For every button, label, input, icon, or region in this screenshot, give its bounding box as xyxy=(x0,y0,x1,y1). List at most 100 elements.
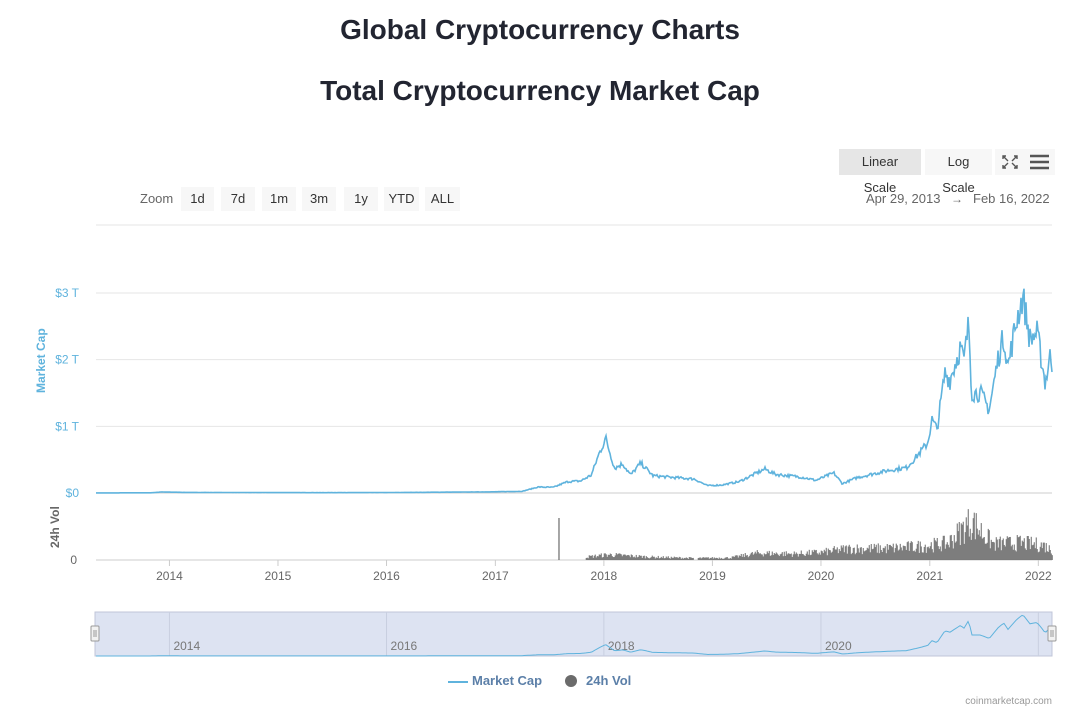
zoom-7d-button[interactable]: 7d xyxy=(221,187,255,211)
volume-bar xyxy=(1005,539,1007,560)
volume-bar xyxy=(736,555,738,560)
volume-bar xyxy=(926,547,928,560)
volume-bar xyxy=(617,553,619,560)
volume-bar xyxy=(715,557,717,560)
log-scale-button[interactable]: Log Scale xyxy=(925,149,992,195)
volume-bar xyxy=(621,556,623,560)
volume-bar xyxy=(656,557,658,560)
volume-bar xyxy=(632,557,634,560)
volume-bar xyxy=(1036,549,1038,560)
volume-bar xyxy=(920,546,922,560)
zoom-1y-button[interactable]: 1y xyxy=(344,187,378,211)
volume-bar xyxy=(1006,536,1008,560)
volume-bar xyxy=(791,556,793,560)
volume-bar xyxy=(661,557,663,560)
volume-bar xyxy=(677,558,679,560)
volume-bar xyxy=(872,548,874,560)
volume-bar xyxy=(979,536,981,560)
navigator-tick-label: 2016 xyxy=(391,639,418,653)
zoom-1m-button[interactable]: 1m xyxy=(262,187,296,211)
volume-bar xyxy=(586,557,588,560)
volume-bar xyxy=(731,556,733,560)
navigator-tick-label: 2020 xyxy=(825,639,852,653)
volume-bar xyxy=(816,553,818,560)
volume-bar xyxy=(720,557,722,560)
volume-bar xyxy=(824,551,826,560)
date-to-input[interactable]: Feb 16, 2022 xyxy=(973,191,1050,206)
volume-bar xyxy=(885,553,887,560)
volume-bar xyxy=(712,558,714,560)
zoom-3m-button[interactable]: 3m xyxy=(302,187,336,211)
volume-bar xyxy=(609,553,611,560)
volume-bar xyxy=(929,546,931,560)
volume-bar xyxy=(987,528,989,560)
volume-bar xyxy=(827,548,829,560)
zoom-all-button[interactable]: ALL xyxy=(425,187,460,211)
volume-bar xyxy=(811,550,813,560)
navigator-handle[interactable] xyxy=(1047,625,1057,642)
zoom-ytd-button[interactable]: YTD xyxy=(384,187,419,211)
volume-bar xyxy=(762,556,764,560)
volume-bar xyxy=(740,553,742,560)
volume-bar xyxy=(823,549,825,560)
volume-bar xyxy=(642,556,644,560)
navigator-handle[interactable] xyxy=(90,625,100,642)
volume-bar xyxy=(957,531,959,560)
volume-bar xyxy=(1032,544,1034,560)
volume-bar xyxy=(894,548,896,560)
volume-bar xyxy=(659,557,661,560)
volume-bar xyxy=(879,545,881,560)
volume-bar xyxy=(832,547,834,560)
volume-bar xyxy=(685,557,687,560)
volume-bar xyxy=(735,555,737,560)
volume-bar xyxy=(612,557,614,560)
volume-bar xyxy=(940,551,942,560)
volume-bar xyxy=(1010,546,1012,560)
menu-button[interactable] xyxy=(1025,149,1055,175)
volume-bar xyxy=(829,550,831,560)
volume-bar xyxy=(993,542,995,560)
date-from-input[interactable]: Apr 29, 2013 xyxy=(866,191,941,206)
volume-bar xyxy=(1027,536,1029,560)
volume-bar xyxy=(758,553,760,560)
credits-link[interactable]: coinmarketcap.com xyxy=(965,696,1052,707)
volume-bar xyxy=(757,552,759,560)
zoom-1d-button[interactable]: 1d xyxy=(181,187,214,211)
volume-bar xyxy=(1044,552,1046,560)
legend-24h-vol[interactable]: 24h Vol xyxy=(586,673,632,688)
volume-bar xyxy=(598,554,600,560)
volume-bar xyxy=(1033,542,1035,560)
volume-bar xyxy=(1031,545,1033,560)
volume-bar xyxy=(655,557,657,560)
volume-bar xyxy=(1002,538,1004,560)
volume-bar xyxy=(1001,540,1003,560)
volume-bar xyxy=(616,554,618,560)
linear-scale-button[interactable]: Linear Scale xyxy=(839,149,921,195)
volume-bar xyxy=(812,552,814,560)
volume-bar xyxy=(792,554,794,560)
volume-bar xyxy=(797,556,799,560)
volume-bar xyxy=(865,550,867,560)
volume-bar xyxy=(739,556,741,560)
volume-bar xyxy=(668,558,670,560)
legend-market-cap[interactable]: Market Cap xyxy=(472,673,543,688)
volume-bar xyxy=(674,557,676,560)
volume-bar xyxy=(971,533,973,560)
volume-bar xyxy=(1041,548,1043,560)
volume-bar xyxy=(914,551,916,560)
x-tick-label: 2021 xyxy=(916,569,943,583)
volume-bar xyxy=(639,555,641,560)
fullscreen-button[interactable] xyxy=(995,149,1025,175)
volume-bar xyxy=(699,557,701,560)
volume-bar xyxy=(794,554,796,560)
volume-bar xyxy=(683,557,685,560)
volume-bar xyxy=(969,528,971,560)
volume-bar xyxy=(801,553,803,560)
volume-bar xyxy=(768,550,770,560)
volume-bar xyxy=(835,549,837,560)
volume-bar xyxy=(732,556,734,560)
volume-bar xyxy=(700,558,702,560)
volume-bar xyxy=(763,553,765,560)
volume-bar xyxy=(682,558,684,560)
volume-bar xyxy=(618,553,620,560)
